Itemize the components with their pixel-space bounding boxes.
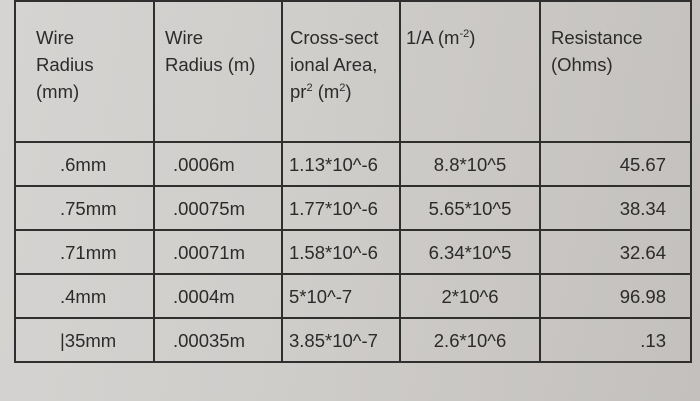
header-cell-cross-sectional-area: Cross-sect ional Area, pr2 (m2) [281, 0, 401, 143]
cell-value: 38.34 [619, 197, 666, 219]
header-cell-wire-radius-m: Wire Radius (m) [153, 0, 283, 143]
table-row: .75mm .00075m 1.77*10^-6 5.65*10^5 38.34 [14, 185, 692, 231]
cell-value: 1.77*10^-6 [289, 197, 378, 219]
header-text: Wire Radius (mm) [36, 27, 94, 102]
header-text: Resistance (Ohms) [551, 27, 643, 75]
table-cell: |35mm [14, 317, 155, 363]
cell-value: 8.8*10^5 [433, 153, 507, 175]
cell-value: |35mm [60, 329, 117, 351]
cell-value: .00035m [173, 329, 245, 351]
table-row: |35mm .00035m 3.85*10^-7 2.6*10^6 .13 [14, 317, 692, 363]
header-text: 1/A (m-2) [401, 2, 539, 51]
table-cell: 1.13*10^-6 [281, 141, 401, 187]
cell-value: 2.6*10^6 [433, 329, 507, 351]
superscript: 2 [339, 82, 346, 94]
cell-value: 3.85*10^-7 [289, 329, 378, 351]
header-line: (m [312, 81, 340, 102]
table-cell: .13 [539, 317, 692, 363]
table-cell: 1.77*10^-6 [281, 185, 401, 231]
table-cell: 2*10^6 [399, 273, 541, 319]
table-cell: .00035m [153, 317, 283, 363]
header-line: ional Area, [290, 54, 378, 75]
cell-value: .00071m [173, 241, 245, 263]
cell-value: .00075m [173, 197, 245, 219]
cell-value: .13 [640, 329, 666, 351]
table-row: .4mm .0004m 5*10^-7 2*10^6 96.98 [14, 273, 692, 319]
table-cell: 2.6*10^6 [399, 317, 541, 363]
cell-value: 32.64 [619, 241, 666, 263]
cell-value: 5*10^-7 [289, 285, 353, 307]
table-cell: 6.34*10^5 [399, 229, 541, 275]
header-line: pr [290, 81, 307, 102]
table-cell: .75mm [14, 185, 155, 231]
table-cell: 8.8*10^5 [399, 141, 541, 187]
header-cell-wire-radius-mm: Wire Radius (mm) [14, 0, 155, 143]
superscript: 2 [306, 82, 313, 94]
cell-value: 96.98 [619, 285, 666, 307]
header-text: Wire Radius (m) [165, 27, 256, 75]
table-cell: 5.65*10^5 [399, 185, 541, 231]
table-cell: 38.34 [539, 185, 692, 231]
table-cell: 96.98 [539, 273, 692, 319]
cell-value: .0004m [173, 285, 235, 307]
cell-value: 6.34*10^5 [428, 241, 512, 263]
table-cell: 32.64 [539, 229, 692, 275]
cell-value: .6mm [60, 153, 107, 175]
cell-value: 5.65*10^5 [428, 197, 512, 219]
table-cell: .6mm [14, 141, 155, 187]
superscript: -2 [459, 28, 470, 40]
cell-value: .71mm [60, 241, 117, 263]
cell-value: 45.67 [619, 153, 666, 175]
header-line: ) [345, 81, 352, 102]
table-row: .6mm .0006m 1.13*10^-6 8.8*10^5 45.67 [14, 141, 692, 187]
cell-value: 2*10^6 [441, 285, 499, 307]
header-row: Wire Radius (mm) Wire Radius (m) Cross-s… [14, 0, 692, 143]
table-cell: .71mm [14, 229, 155, 275]
table-row: .71mm .00071m 1.58*10^-6 6.34*10^5 32.64 [14, 229, 692, 275]
cell-value: .0006m [173, 153, 235, 175]
header-cell-resistance: Resistance (Ohms) [539, 0, 692, 143]
cell-value: .4mm [60, 285, 107, 307]
table-cell: 45.67 [539, 141, 692, 187]
header-line: ) [469, 27, 476, 48]
table-cell: .00071m [153, 229, 283, 275]
header-text: Cross-sect ional Area, pr2 (m2) [283, 2, 399, 105]
cell-value: .75mm [60, 197, 117, 219]
table-cell: 1.58*10^-6 [281, 229, 401, 275]
table-cell: .4mm [14, 273, 155, 319]
table-cell: .00075m [153, 185, 283, 231]
header-cell-inverse-area: 1/A (m-2) [399, 0, 541, 143]
table-cell: .0004m [153, 273, 283, 319]
cell-value: 1.13*10^-6 [289, 153, 378, 175]
table-cell: 3.85*10^-7 [281, 317, 401, 363]
cell-value: 1.58*10^-6 [289, 241, 378, 263]
header-line: 1/A (m [406, 27, 460, 48]
data-table: Wire Radius (mm) Wire Radius (m) Cross-s… [14, 0, 692, 363]
header-line: Cross-sect [290, 27, 379, 48]
table-cell: .0006m [153, 141, 283, 187]
table-cell: 5*10^-7 [281, 273, 401, 319]
